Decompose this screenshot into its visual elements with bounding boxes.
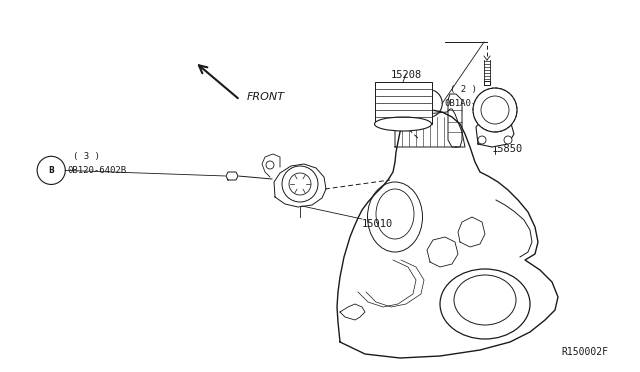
Polygon shape [476,114,514,147]
Circle shape [37,156,65,185]
Circle shape [282,166,318,202]
Circle shape [478,136,486,144]
Text: 15010: 15010 [362,219,393,229]
Circle shape [473,88,517,132]
Text: 15208: 15208 [390,70,422,80]
Circle shape [266,161,274,169]
Text: FRONT: FRONT [247,92,285,102]
Text: R150002F: R150002F [561,347,608,357]
Circle shape [504,136,512,144]
Text: 15850: 15850 [492,144,524,154]
Polygon shape [484,81,490,85]
Polygon shape [375,82,432,124]
Polygon shape [226,172,238,180]
Text: ( 2 ): ( 2 ) [450,85,477,94]
Circle shape [414,89,442,118]
Text: B: B [49,166,54,175]
Text: 0B120-6402B: 0B120-6402B [67,166,126,175]
Text: ( 3 ): ( 3 ) [73,152,100,161]
Polygon shape [274,164,326,207]
Ellipse shape [374,117,431,131]
Text: B: B [426,99,431,108]
Text: 0B1A0-8201A: 0B1A0-8201A [444,99,503,108]
